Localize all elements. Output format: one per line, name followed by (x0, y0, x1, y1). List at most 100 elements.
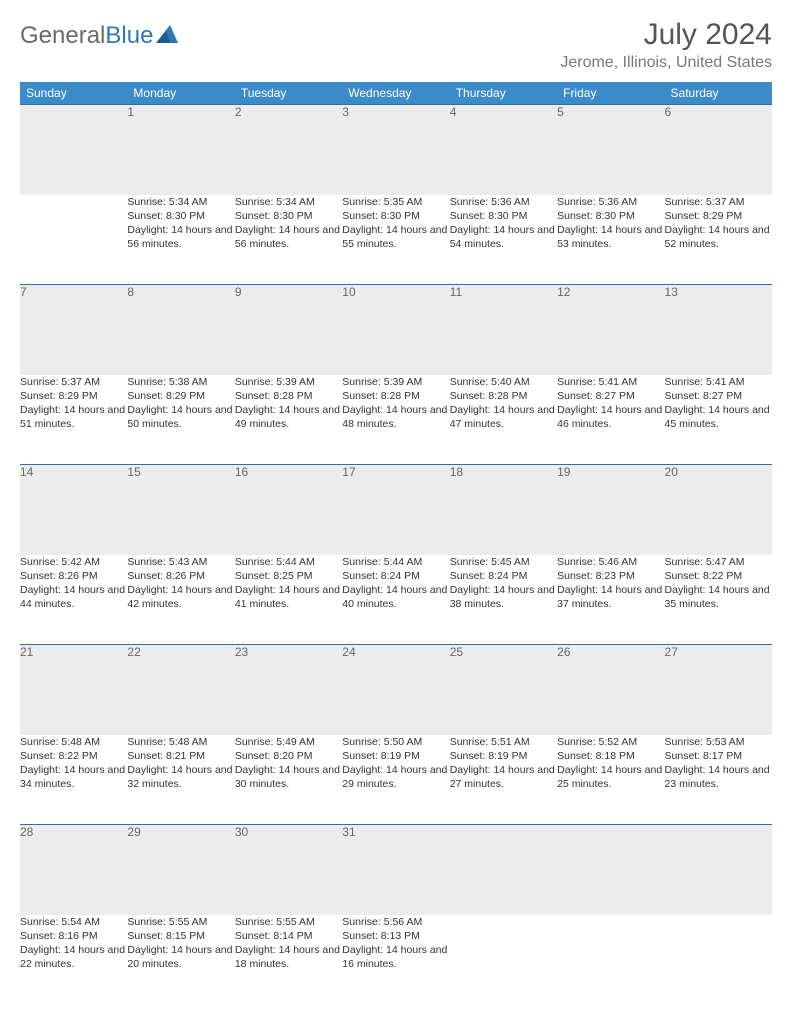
day-number: 29 (127, 825, 234, 915)
sunrise-text: Sunrise: 5:47 AM (665, 555, 772, 569)
sunrise-text: Sunrise: 5:39 AM (342, 375, 449, 389)
daylight-text: Daylight: 14 hours and 34 minutes. (20, 763, 127, 791)
sunset-text: Sunset: 8:22 PM (665, 569, 772, 583)
daylight-text: Daylight: 14 hours and 46 minutes. (557, 403, 664, 431)
day-content-row: Sunrise: 5:42 AMSunset: 8:26 PM Daylight:… (20, 555, 772, 645)
logo-text-1: General (20, 22, 105, 50)
sunset-text: Sunset: 8:30 PM (450, 209, 557, 223)
day-cell: Sunrise: 5:55 AMSunset: 8:14 PMDaylight:… (235, 915, 342, 1005)
sunrise-text: Sunrise: 5:50 AM (342, 735, 449, 749)
sunrise-text: Sunrise: 5:40 AM (450, 375, 557, 389)
sunrise-text: Sunrise: 5:36 AM (450, 195, 557, 209)
sunset-text: Sunset: 8:28 PM (342, 389, 449, 403)
day-number (20, 105, 127, 195)
sunrise-text: Sunrise: 5:38 AM (127, 375, 234, 389)
day-number: 23 (235, 645, 342, 735)
weekday-header: Thursday (450, 82, 557, 105)
sunset-text: Sunset: 8:29 PM (665, 209, 772, 223)
daylight-text: Daylight: 14 hours and 48 minutes. (342, 403, 449, 431)
day-number (450, 825, 557, 915)
day-number: 28 (20, 825, 127, 915)
day-number: 27 (665, 645, 772, 735)
daylight-text: Daylight: 14 hours and 20 minutes. (127, 943, 234, 971)
sunrise-text: Sunrise: 5:55 AM (127, 915, 234, 929)
day-number: 31 (342, 825, 449, 915)
day-number: 7 (20, 285, 127, 375)
day-number (557, 825, 664, 915)
daylight-text: Daylight: 14 hours and 56 minutes. (235, 223, 342, 251)
sunset-text: Sunset: 8:18 PM (557, 749, 664, 763)
day-cell: Sunrise: 5:36 AMSunset: 8:30 PMDaylight:… (557, 195, 664, 285)
day-cell: Sunrise: 5:41 AMSunset: 8:27 PMDaylight:… (557, 375, 664, 465)
daylight-text: Daylight: 14 hours and 40 minutes. (342, 583, 449, 611)
day-number: 20 (665, 465, 772, 555)
sunset-text: Sunset: 8:26 PM (20, 569, 127, 583)
sunset-text: Sunset: 8:23 PM (557, 569, 664, 583)
day-cell: Sunrise: 5:45 AMSunset: 8:24 PMDaylight:… (450, 555, 557, 645)
calendar-page: GeneralBlue July 2024 Jerome, Illinois, … (0, 0, 792, 1023)
weekday-header-row: Sunday Monday Tuesday Wednesday Thursday… (20, 82, 772, 105)
day-number: 4 (450, 105, 557, 195)
day-cell: Sunrise: 5:49 AMSunset: 8:20 PMDaylight:… (235, 735, 342, 825)
sunset-text: Sunset: 8:29 PM (20, 389, 127, 403)
location: Jerome, Illinois, United States (560, 54, 772, 72)
sunrise-text: Sunrise: 5:54 AM (20, 915, 127, 929)
daylight-text: Daylight: 14 hours and 22 minutes. (20, 943, 127, 971)
daylight-text: Daylight: 14 hours and 35 minutes. (665, 583, 772, 611)
day-cell: Sunrise: 5:52 AMSunset: 8:18 PMDaylight:… (557, 735, 664, 825)
day-cell: Sunrise: 5:48 AMSunset: 8:22 PMDaylight:… (20, 735, 127, 825)
sunrise-text: Sunrise: 5:48 AM (20, 735, 127, 749)
day-cell (20, 195, 127, 285)
sunrise-text: Sunrise: 5:44 AM (342, 555, 449, 569)
day-number: 5 (557, 105, 664, 195)
day-cell (557, 915, 664, 1005)
day-number-row: 21222324252627 (20, 645, 772, 735)
weekday-header: Friday (557, 82, 664, 105)
day-number: 13 (665, 285, 772, 375)
day-content-row: Sunrise: 5:34 AMSunset: 8:30 PMDaylight:… (20, 195, 772, 285)
sunset-text: Sunset: 8:13 PM (342, 929, 449, 943)
day-cell: Sunrise: 5:41 AMSunset: 8:27 PMDaylight:… (665, 375, 772, 465)
sunset-text: Sunset: 8:19 PM (342, 749, 449, 763)
day-cell: Sunrise: 5:35 AMSunset: 8:30 PMDaylight:… (342, 195, 449, 285)
weekday-header: Wednesday (342, 82, 449, 105)
sunrise-text: Sunrise: 5:51 AM (450, 735, 557, 749)
sunrise-text: Sunrise: 5:42 AM (20, 555, 127, 569)
sunrise-text: Sunrise: 5:55 AM (235, 915, 342, 929)
day-cell: Sunrise: 5:54 AMSunset: 8:16 PMDaylight:… (20, 915, 127, 1005)
sunset-text: Sunset: 8:22 PM (20, 749, 127, 763)
day-content-row: Sunrise: 5:54 AMSunset: 8:16 PMDaylight:… (20, 915, 772, 1005)
sunset-text: Sunset: 8:19 PM (450, 749, 557, 763)
day-number: 2 (235, 105, 342, 195)
sunrise-text: Sunrise: 5:52 AM (557, 735, 664, 749)
day-number: 10 (342, 285, 449, 375)
sunrise-text: Sunrise: 5:48 AM (127, 735, 234, 749)
sunset-text: Sunset: 8:27 PM (557, 389, 664, 403)
day-number: 21 (20, 645, 127, 735)
day-number: 18 (450, 465, 557, 555)
day-cell: Sunrise: 5:43 AMSunset: 8:26 PMDaylight:… (127, 555, 234, 645)
sunset-text: Sunset: 8:27 PM (665, 389, 772, 403)
day-number-row: 14151617181920 (20, 465, 772, 555)
weekday-header: Tuesday (235, 82, 342, 105)
day-number: 6 (665, 105, 772, 195)
day-number: 16 (235, 465, 342, 555)
sunrise-text: Sunrise: 5:45 AM (450, 555, 557, 569)
daylight-text: Daylight: 14 hours and 25 minutes. (557, 763, 664, 791)
day-cell: Sunrise: 5:48 AMSunset: 8:21 PMDaylight:… (127, 735, 234, 825)
day-number: 14 (20, 465, 127, 555)
sunset-text: Sunset: 8:26 PM (127, 569, 234, 583)
day-cell: Sunrise: 5:46 AMSunset: 8:23 PMDaylight:… (557, 555, 664, 645)
day-content-row: Sunrise: 5:48 AMSunset: 8:22 PMDaylight:… (20, 735, 772, 825)
sunset-text: Sunset: 8:14 PM (235, 929, 342, 943)
day-cell: Sunrise: 5:34 AMSunset: 8:30 PMDaylight:… (127, 195, 234, 285)
calendar-table: Sunday Monday Tuesday Wednesday Thursday… (20, 82, 772, 1005)
sunset-text: Sunset: 8:24 PM (342, 569, 449, 583)
daylight-text: Daylight: 14 hours and 56 minutes. (127, 223, 234, 251)
day-cell: Sunrise: 5:56 AMSunset: 8:13 PMDaylight:… (342, 915, 449, 1005)
day-cell: Sunrise: 5:34 AMSunset: 8:30 PMDaylight:… (235, 195, 342, 285)
logo: GeneralBlue (20, 18, 178, 50)
day-number-row: 28293031 (20, 825, 772, 915)
sunrise-text: Sunrise: 5:44 AM (235, 555, 342, 569)
sunrise-text: Sunrise: 5:41 AM (557, 375, 664, 389)
